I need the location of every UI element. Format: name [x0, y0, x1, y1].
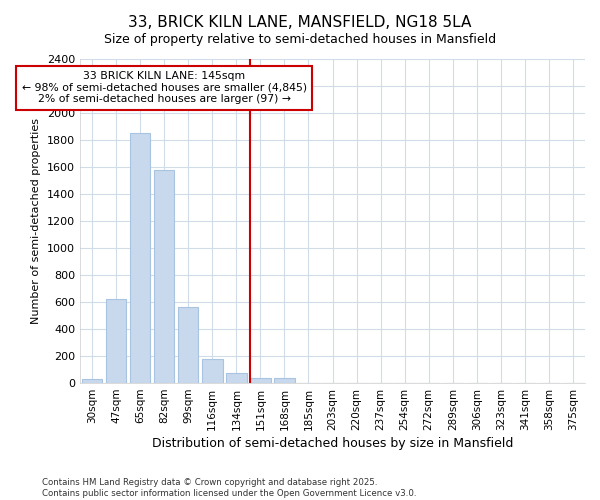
Bar: [226, 373, 247, 383]
Bar: [178, 308, 199, 383]
Text: 33, BRICK KILN LANE, MANSFIELD, NG18 5LA: 33, BRICK KILN LANE, MANSFIELD, NG18 5LA: [128, 15, 472, 30]
Bar: [274, 378, 295, 383]
Text: Contains HM Land Registry data © Crown copyright and database right 2025.
Contai: Contains HM Land Registry data © Crown c…: [42, 478, 416, 498]
Bar: [106, 300, 127, 383]
Bar: [202, 359, 223, 383]
Text: 33 BRICK KILN LANE: 145sqm
← 98% of semi-detached houses are smaller (4,845)
2% : 33 BRICK KILN LANE: 145sqm ← 98% of semi…: [22, 71, 307, 104]
Bar: [154, 170, 175, 383]
Bar: [250, 378, 271, 383]
X-axis label: Distribution of semi-detached houses by size in Mansfield: Distribution of semi-detached houses by …: [152, 437, 513, 450]
Bar: [130, 134, 151, 383]
Y-axis label: Number of semi-detached properties: Number of semi-detached properties: [31, 118, 41, 324]
Text: Size of property relative to semi-detached houses in Mansfield: Size of property relative to semi-detach…: [104, 32, 496, 46]
Bar: [82, 379, 103, 383]
